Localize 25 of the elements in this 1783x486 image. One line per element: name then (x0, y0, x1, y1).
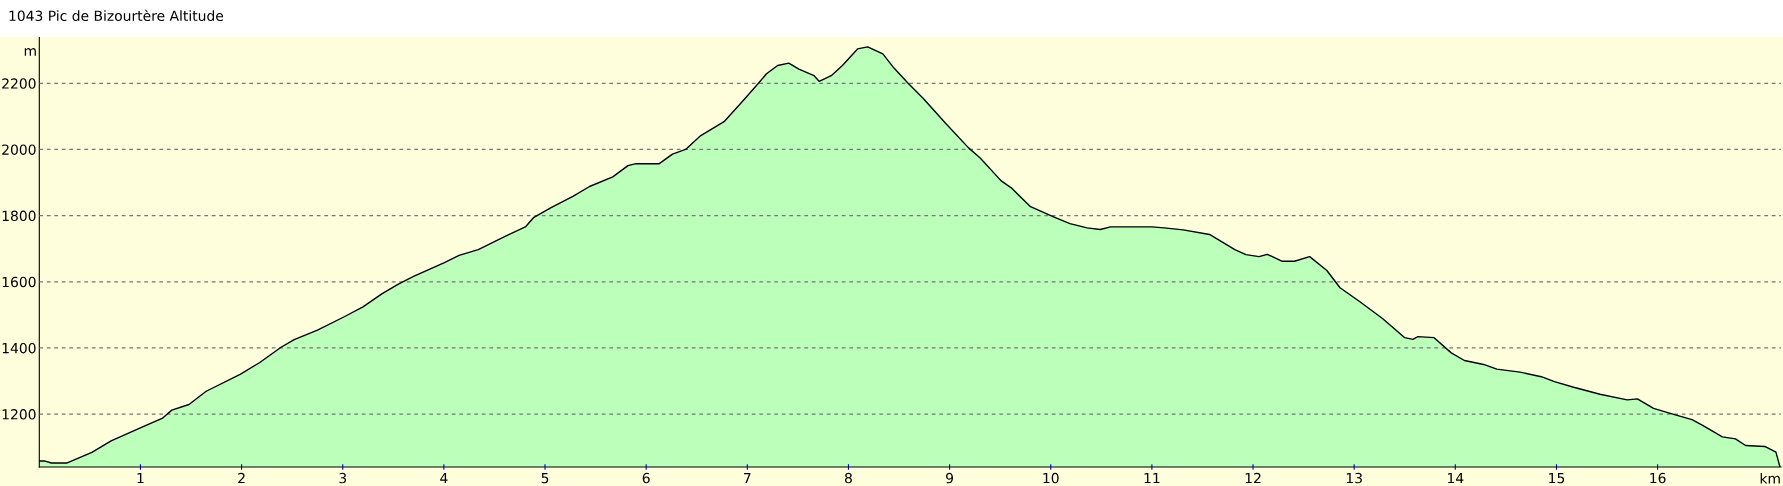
x-tick-label: 8 (844, 472, 852, 484)
x-axis-title: km (1760, 473, 1780, 484)
x-tick-label: 5 (541, 472, 549, 484)
y-tick-label: 2200 (2, 78, 36, 89)
x-tick-label: 6 (642, 472, 650, 484)
y-tick-label: 1200 (2, 409, 36, 420)
x-tick-label: 14 (1448, 472, 1464, 484)
x-tick-label: 12 (1245, 472, 1261, 484)
y-tick-label: 1800 (2, 210, 36, 222)
x-tick-label: 7 (744, 472, 751, 484)
x-tick-label: 9 (946, 472, 954, 484)
x-tick-label: 3 (339, 472, 347, 484)
x-tick-label: 1 (137, 472, 144, 484)
x-tick-label: 2 (238, 472, 245, 484)
chart-title: 1043 Pic de Bizourtère Altitude (9, 9, 224, 22)
x-tick-label: 4 (440, 472, 448, 484)
x-tick-label: 11 (1144, 472, 1160, 484)
x-tick-label: 16 (1650, 472, 1666, 484)
y-tick-label: 1600 (2, 276, 36, 288)
y-tick-label: 1400 (2, 342, 36, 354)
y-tick-label: 2000 (2, 144, 36, 155)
x-tick-label: 10 (1043, 472, 1059, 484)
x-tick-label: 15 (1549, 472, 1565, 484)
y-axis-title: m (24, 48, 36, 56)
x-tick-label: 13 (1346, 472, 1362, 484)
